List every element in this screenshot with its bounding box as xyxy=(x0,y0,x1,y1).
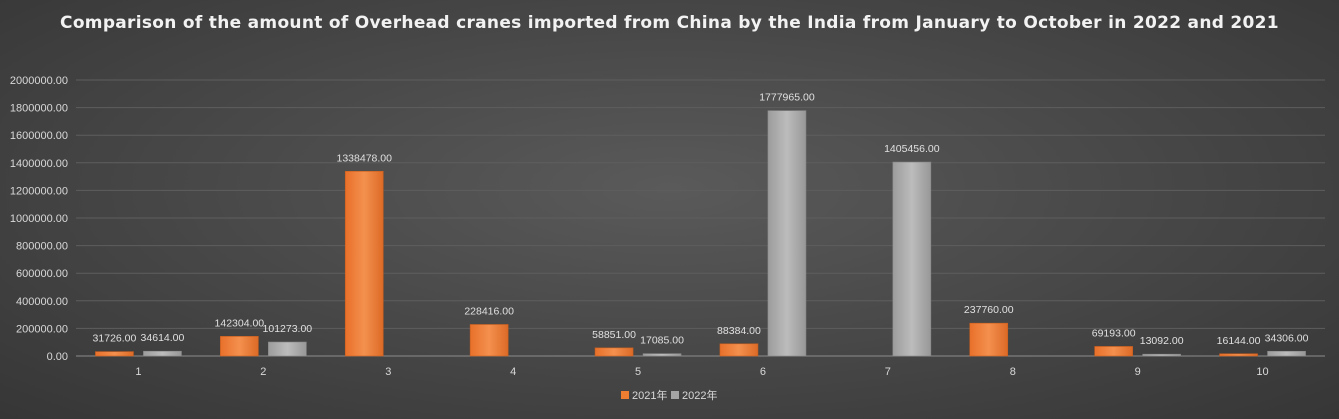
data-label: 16144.00 xyxy=(1217,335,1261,347)
y-tick-label: 800000.00 xyxy=(16,241,68,253)
legend-swatch xyxy=(671,391,679,399)
data-label: 1777965.00 xyxy=(759,92,815,104)
x-tick-label: 4 xyxy=(510,366,516,378)
data-label: 228416.00 xyxy=(464,305,514,317)
bar-2022年 xyxy=(268,341,307,357)
bar-2021年 xyxy=(1219,353,1258,357)
bar-2021年 xyxy=(469,324,509,357)
data-label: 34614.00 xyxy=(141,332,185,344)
data-label: 17085.00 xyxy=(640,335,684,347)
data-label: 69193.00 xyxy=(1092,327,1136,339)
bar-2021年 xyxy=(594,347,634,357)
data-label: 237760.00 xyxy=(964,304,1014,316)
data-label: 1338478.00 xyxy=(337,152,393,164)
bar-2022年 xyxy=(767,110,807,357)
legend-swatch xyxy=(621,391,629,399)
x-tick-label: 10 xyxy=(1256,366,1268,378)
bar-2021年 xyxy=(1094,346,1133,357)
y-tick-label: 1400000.00 xyxy=(10,158,68,170)
y-tick-label: 1200000.00 xyxy=(10,185,68,197)
x-tick-label: 9 xyxy=(1135,366,1141,378)
data-label: 142304.00 xyxy=(215,317,265,329)
y-tick-label: 1000000.00 xyxy=(10,213,68,225)
y-tick-label: 1600000.00 xyxy=(10,130,68,142)
x-tick-label: 2 xyxy=(260,366,266,378)
bar-2022年 xyxy=(892,161,932,357)
y-tick-label: 200000.00 xyxy=(16,323,68,335)
x-tick-label: 5 xyxy=(635,366,641,378)
chart-title: Comparison of the amount of Overhead cra… xyxy=(60,13,1279,33)
data-label: 34306.00 xyxy=(1265,332,1309,344)
bar-2022年 xyxy=(143,350,182,357)
y-tick-label: 400000.00 xyxy=(16,296,68,308)
legend-label: 2021年 xyxy=(632,388,667,402)
bar-2022年 xyxy=(1142,353,1181,357)
bars xyxy=(95,110,1306,357)
bar-2021年 xyxy=(719,343,759,357)
bar-2022年 xyxy=(642,353,682,357)
x-tick-label: 1 xyxy=(135,366,141,378)
gridlines xyxy=(76,79,1325,357)
bar-2022年 xyxy=(1267,350,1306,357)
y-tick-label: 2000000.00 xyxy=(10,75,68,87)
x-tick-label: 6 xyxy=(760,366,766,378)
data-label: 31726.00 xyxy=(93,333,137,345)
bar-2021年 xyxy=(220,336,259,357)
bar-2021年 xyxy=(969,322,1009,357)
x-tick-label: 7 xyxy=(885,366,891,378)
y-axis: 0.00 200000.00 400000.00 600000.00 800000.00… xyxy=(10,75,68,363)
bar-2021年 xyxy=(95,351,134,357)
x-axis: 1 2 3 4 5 6 7 8 9 10 xyxy=(135,366,1268,378)
bar-2021年 xyxy=(344,170,384,357)
data-label: 88384.00 xyxy=(717,325,761,337)
data-label: 13092.00 xyxy=(1140,335,1184,347)
legend: 2021年 2022年 xyxy=(621,388,717,402)
data-label: 58851.00 xyxy=(592,329,636,341)
y-tick-label: 0.00 xyxy=(47,351,68,363)
x-tick-label: 3 xyxy=(385,366,391,378)
legend-label: 2022年 xyxy=(682,388,717,402)
data-label: 1405456.00 xyxy=(884,143,940,155)
y-tick-label: 1800000.00 xyxy=(10,103,68,115)
data-label: 101273.00 xyxy=(263,323,313,335)
y-tick-label: 600000.00 xyxy=(16,268,68,280)
x-tick-label: 8 xyxy=(1010,366,1016,378)
